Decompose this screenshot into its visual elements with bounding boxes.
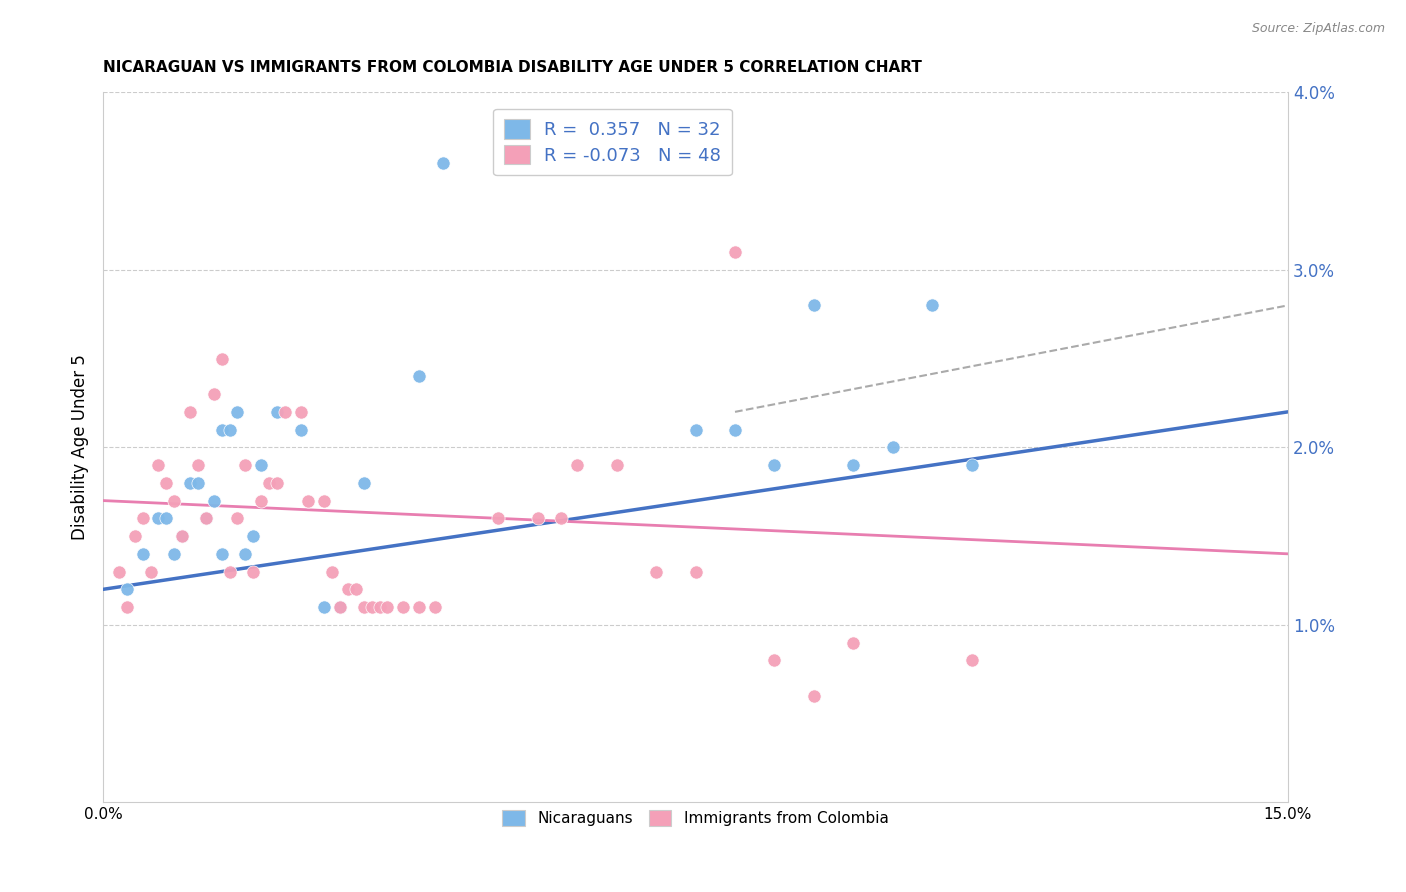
Point bbox=[139, 565, 162, 579]
Point bbox=[218, 423, 240, 437]
Legend: Nicaraguans, Immigrants from Colombia: Nicaraguans, Immigrants from Colombia bbox=[495, 803, 896, 834]
Point bbox=[314, 493, 336, 508]
Point bbox=[803, 689, 825, 703]
Point bbox=[314, 600, 336, 615]
Point bbox=[194, 511, 217, 525]
Point bbox=[432, 156, 454, 170]
Point bbox=[882, 441, 904, 455]
Point bbox=[526, 511, 548, 525]
Point bbox=[148, 458, 170, 472]
Point bbox=[724, 245, 747, 260]
Point bbox=[550, 511, 572, 525]
Point bbox=[344, 582, 367, 597]
Point bbox=[360, 600, 382, 615]
Point bbox=[408, 369, 430, 384]
Point bbox=[211, 547, 233, 561]
Point bbox=[155, 511, 177, 525]
Point bbox=[202, 493, 225, 508]
Point bbox=[115, 582, 138, 597]
Point bbox=[226, 511, 249, 525]
Point bbox=[266, 475, 288, 490]
Point bbox=[960, 653, 983, 667]
Y-axis label: Disability Age Under 5: Disability Age Under 5 bbox=[72, 354, 89, 541]
Text: Source: ZipAtlas.com: Source: ZipAtlas.com bbox=[1251, 22, 1385, 36]
Point bbox=[202, 387, 225, 401]
Point bbox=[368, 600, 391, 615]
Point bbox=[336, 582, 359, 597]
Point bbox=[179, 475, 201, 490]
Point bbox=[250, 458, 273, 472]
Point bbox=[233, 458, 256, 472]
Point bbox=[353, 475, 375, 490]
Point bbox=[842, 635, 865, 649]
Point bbox=[155, 475, 177, 490]
Point bbox=[179, 405, 201, 419]
Point bbox=[250, 493, 273, 508]
Point bbox=[242, 565, 264, 579]
Point bbox=[921, 298, 943, 312]
Point bbox=[194, 511, 217, 525]
Point bbox=[486, 511, 509, 525]
Point bbox=[211, 351, 233, 366]
Point bbox=[124, 529, 146, 543]
Point bbox=[274, 405, 297, 419]
Point bbox=[392, 600, 415, 615]
Point bbox=[115, 600, 138, 615]
Point bbox=[605, 458, 627, 472]
Point bbox=[645, 565, 668, 579]
Point bbox=[131, 511, 153, 525]
Point bbox=[685, 423, 707, 437]
Point bbox=[960, 458, 983, 472]
Point bbox=[211, 423, 233, 437]
Point bbox=[131, 547, 153, 561]
Point bbox=[187, 458, 209, 472]
Point bbox=[187, 475, 209, 490]
Point bbox=[218, 565, 240, 579]
Point bbox=[163, 547, 186, 561]
Point bbox=[163, 493, 186, 508]
Point bbox=[172, 529, 194, 543]
Point bbox=[724, 423, 747, 437]
Point bbox=[108, 565, 131, 579]
Point bbox=[242, 529, 264, 543]
Point bbox=[226, 405, 249, 419]
Point bbox=[290, 405, 312, 419]
Point bbox=[329, 600, 352, 615]
Point bbox=[842, 458, 865, 472]
Point bbox=[763, 458, 786, 472]
Point bbox=[565, 458, 588, 472]
Point bbox=[233, 547, 256, 561]
Text: NICARAGUAN VS IMMIGRANTS FROM COLOMBIA DISABILITY AGE UNDER 5 CORRELATION CHART: NICARAGUAN VS IMMIGRANTS FROM COLOMBIA D… bbox=[103, 60, 922, 75]
Point bbox=[172, 529, 194, 543]
Point bbox=[148, 511, 170, 525]
Point bbox=[297, 493, 319, 508]
Point bbox=[257, 475, 280, 490]
Point bbox=[408, 600, 430, 615]
Point bbox=[290, 423, 312, 437]
Point bbox=[423, 600, 446, 615]
Point bbox=[803, 298, 825, 312]
Point bbox=[377, 600, 399, 615]
Point bbox=[763, 653, 786, 667]
Point bbox=[685, 565, 707, 579]
Point bbox=[321, 565, 343, 579]
Point bbox=[329, 600, 352, 615]
Point bbox=[353, 600, 375, 615]
Point bbox=[266, 405, 288, 419]
